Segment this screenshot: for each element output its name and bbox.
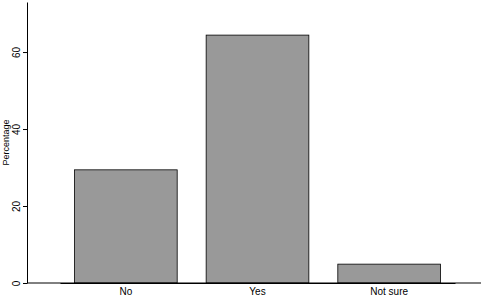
tick-label: No <box>119 286 132 297</box>
axis-line <box>61 283 456 284</box>
tick: 60 <box>11 47 27 59</box>
tick: Yes <box>249 283 265 297</box>
chart: No Yes Not sure 0 20 40 60 Percentage <box>0 0 481 298</box>
tick-label: Yes <box>249 286 265 297</box>
axis-line <box>27 3 28 284</box>
tick-label: Not sure <box>370 286 408 297</box>
tick: 0 <box>11 280 27 286</box>
baseline <box>27 283 481 284</box>
tick: 20 <box>11 201 27 213</box>
tick: No <box>119 283 132 297</box>
x-axis: No Yes Not sure <box>61 283 456 297</box>
tick-label: 40 <box>11 124 22 136</box>
tick-label: 60 <box>11 47 22 59</box>
tick-mark <box>23 206 27 207</box>
tick-label: 0 <box>11 280 22 286</box>
bar <box>338 264 441 283</box>
y-axis-title: Percentage <box>1 119 11 165</box>
bar <box>74 170 177 283</box>
bars <box>74 35 440 283</box>
tick-mark <box>23 283 27 284</box>
tick-mark <box>23 52 27 53</box>
tick-label: 20 <box>11 201 22 213</box>
bar <box>206 35 309 283</box>
tick: 40 <box>11 124 27 136</box>
y-axis: 0 20 40 60 <box>11 3 28 287</box>
tick: Not sure <box>370 283 408 297</box>
tick-mark <box>23 129 27 130</box>
